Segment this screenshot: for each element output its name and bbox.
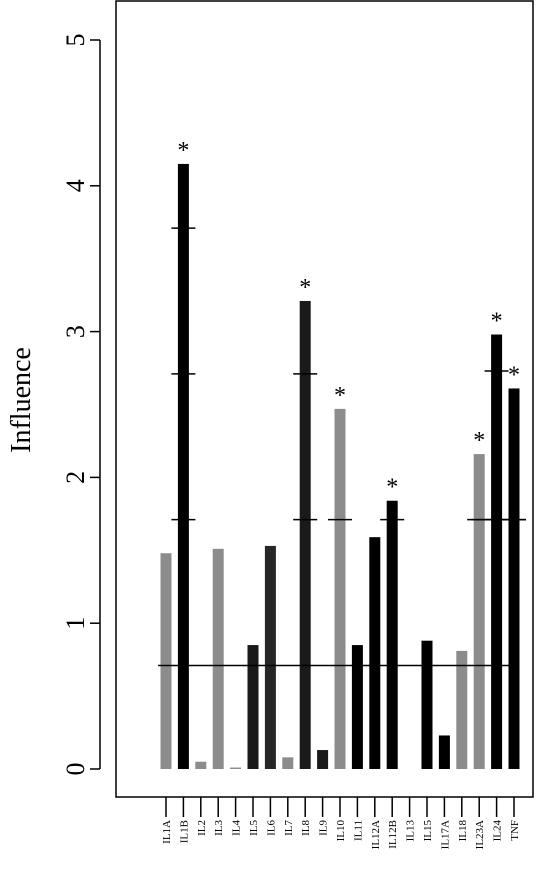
- x-tick-label: IL6: [265, 820, 277, 836]
- bar-il1b: [177, 163, 189, 769]
- x-tick-label: IL1A: [161, 820, 173, 844]
- x-tick-label: TNF: [509, 820, 521, 841]
- x-tick-label: IL8: [300, 820, 312, 836]
- bar-il3: [212, 548, 224, 769]
- x-tick-label: IL2: [196, 820, 208, 836]
- x-tick-label: IL15: [422, 820, 434, 842]
- significance-star: *: [508, 362, 520, 388]
- x-tick-label: IL9: [318, 820, 330, 836]
- bar-il2: [195, 761, 207, 769]
- bar-il8: [299, 300, 311, 769]
- threshold-marks: [171, 227, 526, 521]
- bar-il5: [247, 645, 259, 769]
- x-tick-label: IL13: [405, 820, 417, 842]
- y-tick-label: 3: [61, 325, 90, 338]
- x-tick-label: IL3: [213, 820, 225, 836]
- y-tick-label: 0: [61, 763, 90, 776]
- bar-il4: [230, 767, 242, 769]
- bar-il1a: [160, 553, 172, 769]
- bar-il18: [456, 650, 468, 769]
- y-tick-label: 1: [61, 617, 90, 630]
- y-tick-label: 2: [61, 471, 90, 484]
- significance-star: *: [473, 428, 485, 454]
- bar-il9: [317, 750, 329, 769]
- x-tick-label: IL12A: [370, 820, 382, 849]
- x-tick-label: IL11: [352, 820, 364, 841]
- x-tick-label: IL1B: [178, 820, 190, 843]
- bar-il24: [491, 334, 503, 769]
- bar-tnf: [508, 388, 520, 769]
- y-axis: 0 1 2 3 4 5: [61, 34, 101, 776]
- significance-star: *: [177, 138, 189, 164]
- bar-il23a: [473, 454, 485, 769]
- y-axis-label: Influence: [6, 347, 37, 453]
- x-tick-label: IL17A: [439, 820, 451, 849]
- bar-il15: [421, 640, 433, 769]
- x-tick-label: IL24: [492, 820, 504, 842]
- bar-il7: [282, 757, 294, 769]
- y-tick-label: 5: [61, 34, 90, 47]
- significance-star: *: [299, 275, 311, 301]
- bar-il12a: [369, 537, 381, 769]
- x-tick-label: IL4: [231, 820, 243, 836]
- bar-il12b: [386, 500, 398, 769]
- x-axis: IL1A IL1B IL2 IL3 IL4 IL5 IL6 IL7 IL8 IL9 IL10 IL11…: [161, 797, 521, 849]
- bar-il6: [264, 545, 276, 769]
- bar-il11: [351, 645, 363, 769]
- x-tick-label: IL18: [457, 820, 469, 842]
- x-tick-label: IL10: [335, 820, 347, 842]
- x-tick-label: IL23A: [474, 820, 486, 849]
- significance-markers: * * * * * * *: [177, 138, 520, 501]
- significance-star: *: [386, 475, 398, 501]
- x-tick-label: IL5: [248, 820, 260, 836]
- x-tick-label: IL7: [283, 820, 295, 836]
- x-tick-label: IL12B: [387, 820, 399, 849]
- significance-star: *: [491, 309, 503, 335]
- bar-il17a: [438, 735, 450, 769]
- bar-il10: [334, 408, 346, 769]
- plot-frame: [115, 0, 534, 798]
- significance-star: *: [334, 383, 346, 409]
- bars: [160, 163, 520, 769]
- y-tick-label: 4: [61, 179, 90, 192]
